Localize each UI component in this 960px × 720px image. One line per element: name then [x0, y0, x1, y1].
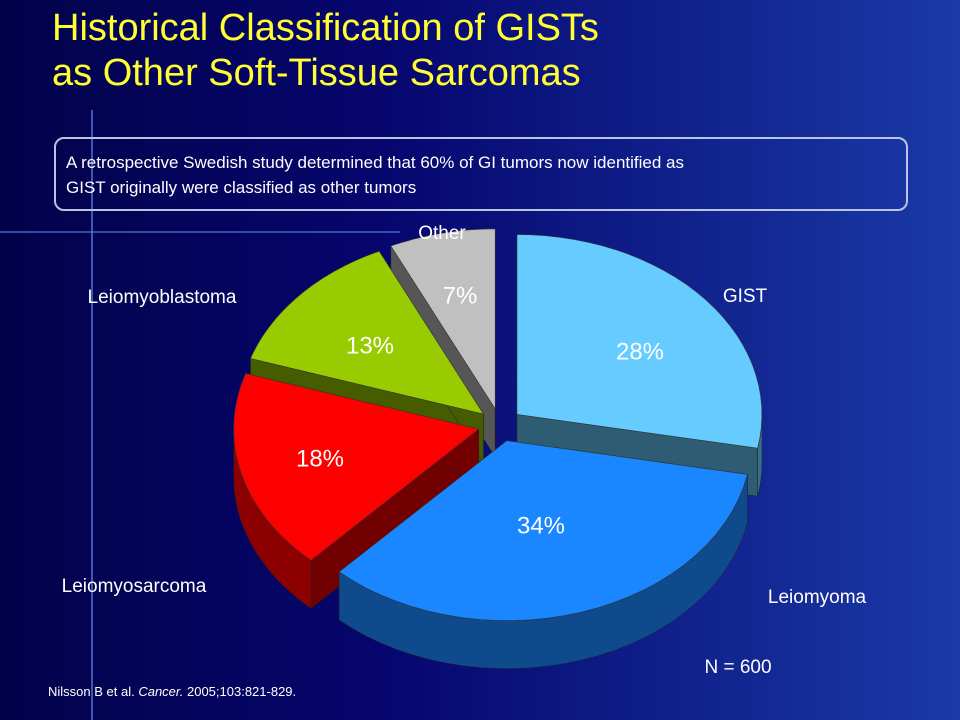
category-label: Leiomyosarcoma — [62, 576, 207, 597]
category-label: Other — [418, 223, 466, 244]
source: Nilsson B et al. Cancer. 2005;103:821-82… — [48, 684, 296, 699]
subtitle: A retrospective Swedish study determined… — [66, 153, 684, 197]
source-journal: Cancer. — [138, 684, 184, 699]
source-text: Nilsson B et al. — [48, 684, 139, 699]
slice — [250, 250, 485, 415]
slice — [233, 373, 480, 561]
category-label: GIST — [723, 286, 768, 307]
slice — [390, 228, 496, 410]
value-label: 13% — [346, 332, 394, 359]
title: Historical Classification of GISTs as Ot… — [52, 6, 599, 96]
title-line: Historical Classification of GISTs — [52, 7, 599, 49]
callout: A retrospective Swedish study determined… — [54, 137, 908, 211]
annotation: N = 600 — [704, 657, 771, 678]
value-label: 34% — [517, 512, 565, 539]
title-line: as Other Soft-Tissue Sarcomas — [52, 52, 581, 94]
value-label: 7% — [443, 282, 478, 309]
slice — [516, 234, 763, 449]
category-label: Leiomyoma — [768, 587, 867, 608]
value-label: 28% — [616, 338, 664, 365]
slice — [338, 440, 748, 621]
value-label: 18% — [296, 445, 344, 472]
category-label: Leiomyoblastoma — [88, 287, 237, 308]
source-text: 2005;103:821-829. — [183, 684, 297, 699]
